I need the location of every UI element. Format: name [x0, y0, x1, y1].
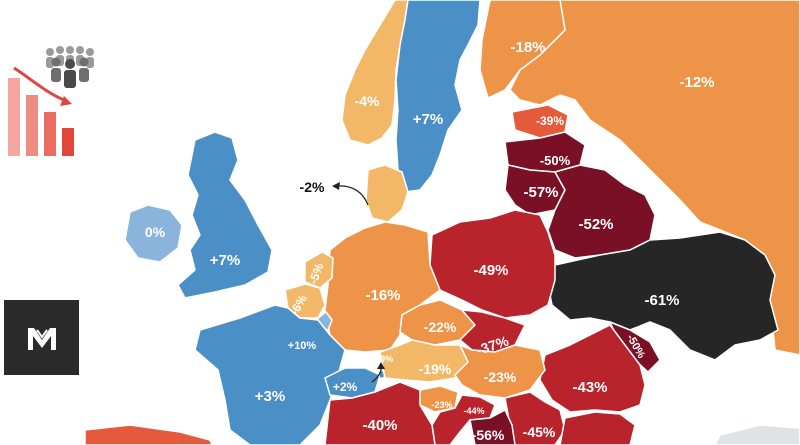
label-denmark: -2%	[300, 179, 325, 195]
logo-m-icon	[27, 327, 56, 350]
region-bulgaria	[559, 411, 636, 445]
label-iceland-norway: -4%	[355, 93, 380, 109]
region-switzerland	[324, 367, 381, 399]
label-belarus: -52%	[578, 216, 613, 233]
region-denmark	[365, 164, 409, 223]
region-hungary	[454, 344, 546, 399]
label-ireland: 0%	[145, 224, 166, 240]
label-bosnia: -56%	[472, 427, 505, 443]
denmark-arrow-icon	[335, 185, 369, 206]
region-turkey	[714, 424, 800, 445]
label-liechtenstein: +9%	[375, 354, 393, 364]
region-italy	[324, 381, 436, 445]
region-spain	[84, 424, 213, 445]
label-russia: -12%	[679, 74, 714, 91]
label-slovenia: -23%	[431, 400, 452, 410]
region-finland	[479, 0, 566, 99]
region-belarus	[547, 164, 656, 259]
label-switzerland: +2%	[333, 380, 358, 394]
region-united-kingdom	[177, 131, 273, 299]
label-luxembourg: +10%	[288, 340, 317, 352]
region-poland	[429, 209, 556, 319]
label-germany: -16%	[365, 287, 400, 304]
label-poland: -49%	[473, 262, 508, 279]
label-romania: -43%	[572, 379, 607, 396]
region-netherlands	[304, 251, 334, 289]
label-austria: -19%	[419, 361, 452, 377]
label-ukraine: -61%	[644, 292, 679, 309]
label-latvia: -50%	[540, 153, 571, 168]
region-ukraine	[547, 231, 779, 361]
population-decline-icon	[8, 46, 94, 156]
label-france: +3%	[255, 388, 285, 405]
brand-logo	[4, 300, 79, 375]
region-romania	[539, 324, 646, 413]
label-czechia: -22%	[424, 319, 457, 335]
region-france	[194, 304, 346, 445]
label-united-kingdom: +7%	[210, 252, 240, 269]
label-italy: -40%	[362, 417, 397, 434]
label-hungary: -23%	[484, 369, 517, 385]
label-netherlands: -5%	[306, 261, 327, 286]
region-bosnia	[469, 409, 516, 445]
label-lithuania: -57%	[523, 184, 558, 201]
region-ireland	[124, 204, 183, 263]
label-sweden: +7%	[413, 111, 443, 128]
region-sweden	[395, 0, 481, 193]
label-finland: -18%	[510, 39, 545, 56]
label-serbia: -45%	[523, 424, 556, 440]
label-croatia: -44%	[463, 406, 484, 416]
label-estonia: -39%	[536, 114, 564, 128]
